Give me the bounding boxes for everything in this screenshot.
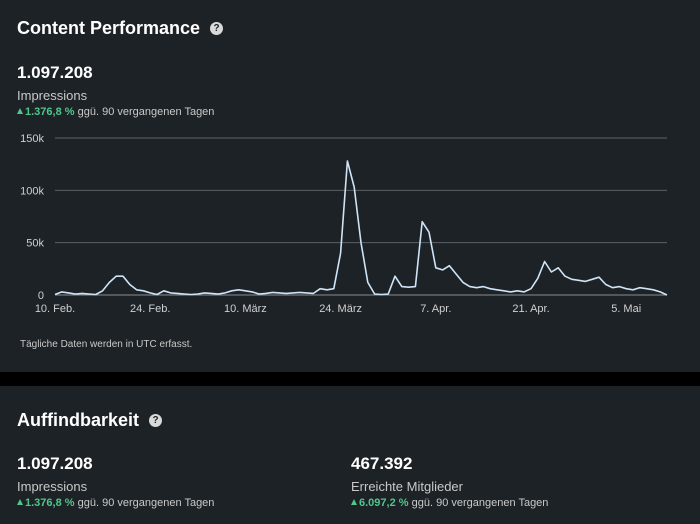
reached-members-change-text: ggü. 90 vergangenen Tagen — [411, 497, 549, 509]
trend-up-icon — [17, 108, 23, 114]
impressions-change-text: ggü. 90 vergangenen Tagen — [77, 106, 215, 118]
chart-grid — [55, 137, 667, 296]
x-tick-label: 7. Apr. — [420, 303, 451, 315]
x-tick-label: 10. Feb. — [35, 303, 75, 315]
trend-up-icon — [17, 499, 23, 505]
y-tick-label: 100k — [20, 185, 44, 197]
chart-y-axis: 0 50k 100k 150k — [20, 133, 44, 302]
findability-impressions-label: Impressions — [17, 479, 88, 494]
impressions-series-line — [54, 160, 668, 296]
reached-members-metric: 467.392 Erreichte Mitglieder 6.097,2 % g… — [351, 454, 548, 509]
x-tick-label: 24. März — [319, 303, 362, 315]
help-icon[interactable]: ? — [210, 22, 224, 35]
chart-x-axis: 10. Feb. 24. Feb. 10. März 24. März 7. Apr. 2… — [35, 303, 641, 315]
content-performance-title: Content Performance ? — [17, 18, 224, 39]
impressions-value: 1.097.208 — [17, 63, 93, 82]
reached-members-label: Erreichte Mitglieder — [351, 479, 463, 494]
x-tick-label: 21. Apr. — [512, 303, 549, 315]
content-performance-title-text: Content Performance — [17, 18, 201, 38]
trend-up-icon — [351, 499, 357, 505]
x-tick-label: 10. März — [224, 303, 267, 315]
findability-impressions-metric: 1.097.208 Impressions 1.376,8 % ggü. 90 … — [17, 454, 214, 509]
y-tick-label: 50k — [26, 238, 44, 250]
reached-members-value: 467.392 — [351, 454, 413, 473]
x-tick-label: 24. Feb. — [130, 303, 170, 315]
reached-members-change: 6.097,2 % ggü. 90 vergangenen Tagen — [351, 497, 548, 509]
findability-title-text: Auffindbarkeit — [17, 410, 140, 430]
impressions-label: Impressions — [17, 88, 88, 103]
y-tick-label: 0 — [38, 290, 44, 302]
impressions-chart[interactable]: 0 50k 100k 150k 10. Feb. 24. Feb. 10. März 24.… — [0, 128, 700, 320]
findability-impressions-change-text: ggü. 90 vergangenen Tagen — [77, 497, 215, 509]
x-tick-label: 5. Mai — [611, 303, 641, 315]
content-performance-card: Content Performance ? 1.097.208 Impressi… — [0, 0, 700, 372]
impressions-change: 1.376,8 % ggü. 90 vergangenen Tagen — [17, 106, 214, 118]
utc-footnote: Tägliche Daten werden in UTC erfasst. — [20, 339, 193, 350]
y-tick-label: 150k — [20, 133, 44, 145]
reached-members-change-pct: 6.097,2 % — [359, 497, 409, 509]
findability-impressions-value: 1.097.208 — [17, 454, 93, 473]
findability-title: Auffindbarkeit ? — [17, 410, 163, 431]
impressions-metric: 1.097.208 Impressions 1.376,8 % ggü. 90 … — [17, 63, 214, 118]
impressions-change-pct: 1.376,8 % — [25, 106, 75, 118]
findability-impressions-change: 1.376,8 % ggü. 90 vergangenen Tagen — [17, 497, 214, 509]
findability-impressions-change-pct: 1.376,8 % — [25, 497, 75, 509]
findability-card: Auffindbarkeit ? 1.097.208 Impressions 1… — [0, 386, 700, 524]
help-icon[interactable]: ? — [149, 414, 163, 427]
